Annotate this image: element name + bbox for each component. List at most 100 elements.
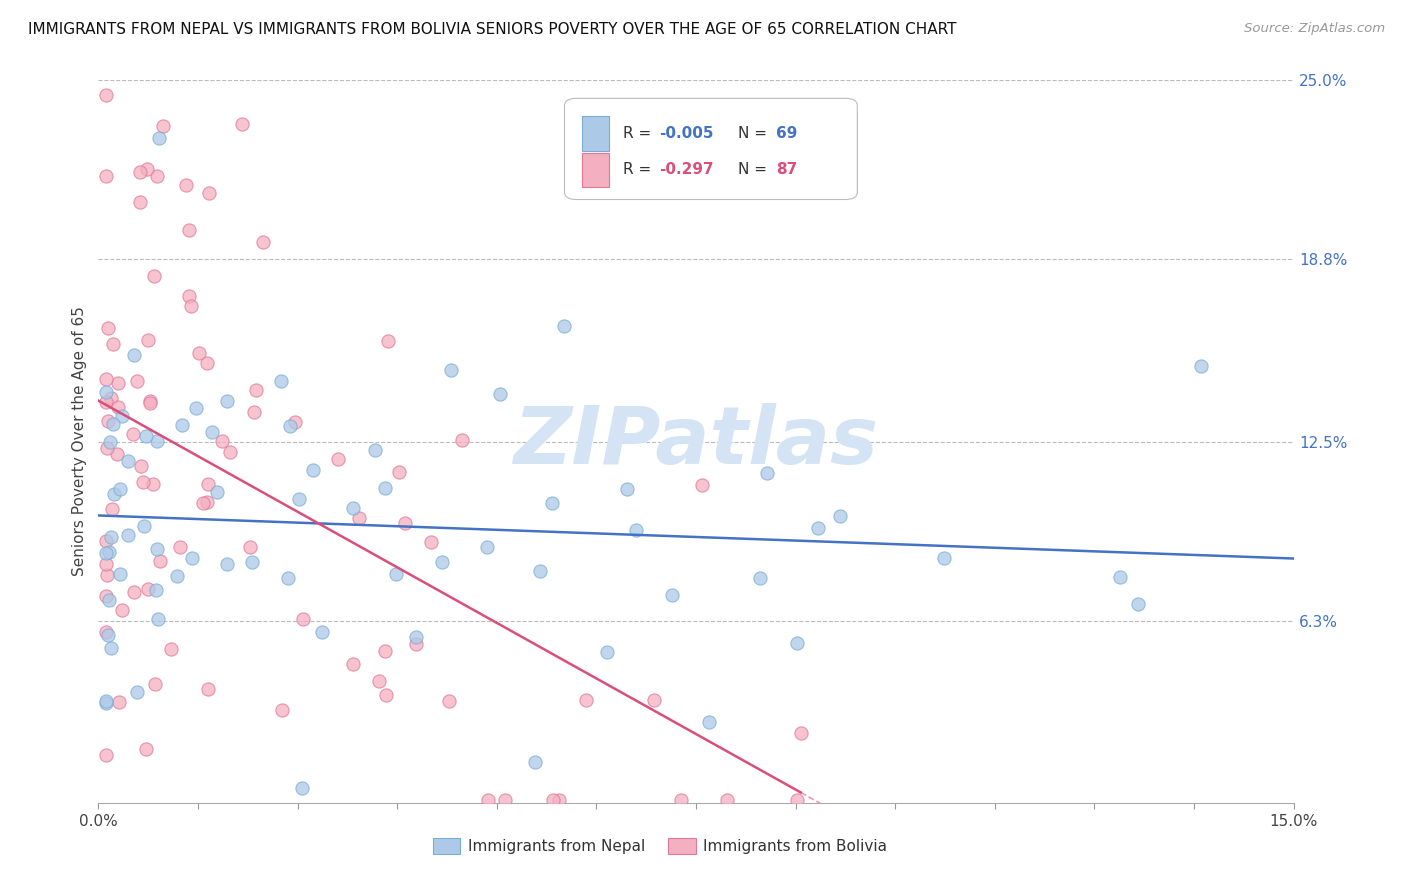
Point <box>786 636 808 650</box>
Point <box>187 346 209 360</box>
FancyBboxPatch shape <box>582 153 609 187</box>
Point <box>437 694 460 708</box>
Point <box>152 119 174 133</box>
Point <box>692 478 714 492</box>
Point <box>302 463 325 477</box>
Point <box>96 384 118 399</box>
Point <box>146 541 169 556</box>
FancyBboxPatch shape <box>565 98 858 200</box>
Point <box>643 693 665 707</box>
Point <box>201 425 224 439</box>
Point <box>278 418 301 433</box>
Point <box>242 405 264 419</box>
Point <box>1126 598 1149 612</box>
Text: -0.005: -0.005 <box>659 126 713 141</box>
Point <box>117 528 139 542</box>
Point <box>149 553 172 567</box>
Point <box>139 396 162 410</box>
Point <box>374 644 396 658</box>
Point <box>211 434 233 448</box>
Point <box>405 636 427 650</box>
Point <box>245 383 267 397</box>
Point <box>96 568 118 582</box>
Point <box>97 414 120 428</box>
Point <box>177 223 200 237</box>
Point <box>430 555 453 569</box>
Point <box>291 781 314 796</box>
Text: 69: 69 <box>776 126 797 141</box>
Point <box>135 429 157 443</box>
Point <box>129 195 152 210</box>
Point <box>270 374 292 388</box>
Point <box>124 585 146 599</box>
Point <box>98 435 121 450</box>
Y-axis label: Seniors Poverty Over the Age of 65: Seniors Poverty Over the Age of 65 <box>72 307 87 576</box>
Point <box>96 169 118 184</box>
Point <box>135 161 157 176</box>
Point <box>180 299 202 313</box>
Point <box>148 131 170 145</box>
Point <box>101 417 124 431</box>
Point <box>231 117 253 131</box>
Text: ZIPatlas: ZIPatlas <box>513 402 879 481</box>
Point <box>100 641 122 656</box>
Point <box>342 657 364 671</box>
Point <box>215 557 238 571</box>
Point <box>548 793 571 807</box>
Point <box>385 566 408 581</box>
Point <box>541 793 564 807</box>
Point <box>174 178 197 192</box>
Point <box>451 433 474 447</box>
Point <box>197 477 219 491</box>
Point <box>96 533 118 548</box>
Point <box>191 496 214 510</box>
Point <box>97 627 120 641</box>
Point <box>105 447 128 461</box>
Point <box>553 318 575 333</box>
Text: R =: R = <box>623 161 657 177</box>
Point <box>219 444 242 458</box>
Point <box>96 395 118 409</box>
Point <box>132 475 155 489</box>
Point <box>110 409 132 423</box>
Point <box>96 441 118 455</box>
Point <box>127 685 149 699</box>
Point <box>145 434 167 448</box>
Point <box>405 630 427 644</box>
Point <box>197 186 219 201</box>
Point <box>169 540 191 554</box>
Point <box>374 688 396 702</box>
Point <box>342 500 364 515</box>
Point <box>626 524 648 538</box>
Point <box>440 362 463 376</box>
FancyBboxPatch shape <box>582 117 609 151</box>
Point <box>177 289 200 303</box>
Point <box>124 348 146 362</box>
Point <box>110 567 132 582</box>
Point <box>143 677 166 691</box>
Legend: Immigrants from Nepal, Immigrants from Bolivia: Immigrants from Nepal, Immigrants from B… <box>427 832 893 860</box>
Point <box>284 415 307 429</box>
Point <box>347 511 370 525</box>
Point <box>107 376 129 391</box>
Point <box>110 482 132 496</box>
Point <box>159 641 181 656</box>
Point <box>477 793 499 807</box>
Point <box>541 496 564 510</box>
Point <box>172 417 194 432</box>
Point <box>374 481 396 495</box>
Text: 87: 87 <box>776 161 797 177</box>
Point <box>669 793 692 807</box>
Point <box>97 321 120 335</box>
Point <box>117 454 139 468</box>
Point <box>96 694 118 708</box>
Point <box>96 747 118 762</box>
Point <box>205 484 228 499</box>
Text: N =: N = <box>738 161 772 177</box>
Point <box>134 519 156 533</box>
Point <box>697 714 720 729</box>
Point <box>932 551 955 566</box>
Text: R =: R = <box>623 126 657 141</box>
Point <box>195 356 218 370</box>
Point <box>101 336 124 351</box>
